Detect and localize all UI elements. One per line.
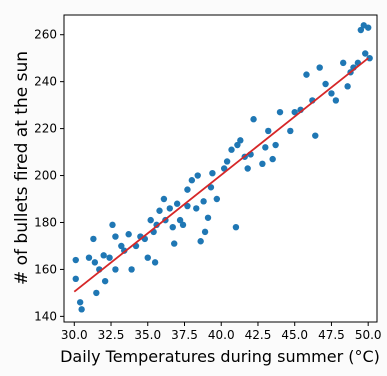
scatter-point xyxy=(112,266,119,273)
scatter-point xyxy=(171,240,178,247)
x-tick-label: 47.5 xyxy=(318,328,345,342)
scatter-point xyxy=(209,169,216,177)
regression-line xyxy=(73,57,369,293)
scatter-point xyxy=(276,108,284,116)
scatter-point xyxy=(357,26,365,34)
y-tick-label: 140 xyxy=(34,309,57,323)
scatter-point xyxy=(156,207,163,214)
scatter-point xyxy=(316,64,323,71)
scatter-point xyxy=(173,200,181,207)
scatter-point xyxy=(72,256,79,264)
scatter-point xyxy=(147,216,154,224)
scatter-point xyxy=(194,172,201,179)
scatter-point xyxy=(250,116,257,123)
scatter-point xyxy=(193,205,200,212)
scatter-point xyxy=(90,235,97,243)
x-tick-label: 30.0 xyxy=(61,328,88,342)
scatter-point xyxy=(151,259,159,266)
scatter-point xyxy=(291,108,298,116)
plot-frame xyxy=(63,14,378,323)
x-tick-label: 50.0 xyxy=(355,328,382,342)
scatter-point xyxy=(153,221,160,229)
scatter-point xyxy=(362,50,369,57)
scatter-point xyxy=(232,223,240,231)
fit-line-layer xyxy=(73,57,369,293)
scatter-point xyxy=(272,141,279,149)
x-tick-label: 40.0 xyxy=(208,328,235,342)
scatter-point xyxy=(100,252,107,259)
scatter-point xyxy=(312,132,319,139)
scatter-point xyxy=(118,242,125,250)
scatter-point xyxy=(166,205,174,212)
scatter-point xyxy=(204,214,212,221)
scatter-point xyxy=(237,137,244,144)
scatter-point xyxy=(344,83,351,90)
scatter-point xyxy=(188,177,196,184)
scatter-point xyxy=(76,299,84,306)
x-tick-label: 45.0 xyxy=(281,328,308,342)
x-axis-label: Daily Temperatures during summer (°C) xyxy=(60,347,380,366)
y-tick-label: 200 xyxy=(34,169,57,183)
y-tick-label: 180 xyxy=(34,215,57,229)
scatter-point xyxy=(112,233,119,240)
scatter-point xyxy=(201,228,209,236)
scatter-point xyxy=(78,306,85,313)
y-axis-label: # of bullets fired at the sun xyxy=(12,51,32,285)
scatter-point xyxy=(106,254,113,261)
scatter-point xyxy=(303,71,310,78)
scatter-point xyxy=(169,223,176,231)
scatter-point xyxy=(234,141,241,149)
y-tick-label: 220 xyxy=(34,122,57,136)
scatter-point xyxy=(366,54,373,62)
scatter-point xyxy=(128,266,135,273)
scatter-point xyxy=(184,202,191,210)
scatter-point xyxy=(184,186,191,193)
scatter-point xyxy=(287,127,294,135)
scatter-point xyxy=(93,289,100,297)
scatter-point xyxy=(364,24,372,31)
x-tick-label: 37.5 xyxy=(171,328,198,342)
scatter-point xyxy=(200,198,207,205)
scatter-point xyxy=(332,97,340,104)
scatter-point xyxy=(125,231,132,238)
y-tick-label: 160 xyxy=(34,262,57,276)
scatter-point xyxy=(269,155,276,163)
axes-layer: 30.0 32.5 35.0 37.5 40.0 42.5 45.0 47.5 50.0 140 1… xyxy=(34,28,381,342)
scatter-point xyxy=(265,127,272,135)
scatter-point xyxy=(101,277,109,285)
scatter-point xyxy=(340,59,347,67)
scatter-point xyxy=(259,160,266,168)
scatter-point xyxy=(322,80,329,88)
y-tick-label: 240 xyxy=(34,75,57,89)
plot-background xyxy=(64,15,377,322)
scatter-point xyxy=(213,195,221,203)
scatter-point xyxy=(160,195,168,203)
scatter-point xyxy=(91,259,99,266)
points-layer xyxy=(72,22,373,313)
scatter-point xyxy=(85,254,93,261)
scatter-point xyxy=(244,165,251,172)
scatter-point xyxy=(197,238,204,245)
scatter-point xyxy=(328,90,335,97)
scatter-point xyxy=(228,146,235,153)
x-tick-label: 32.5 xyxy=(98,328,125,342)
scatter-point xyxy=(220,165,228,172)
scatter-point xyxy=(223,158,231,165)
scatter-point xyxy=(176,216,184,224)
scatter-point xyxy=(72,275,79,283)
scatter-point xyxy=(144,254,151,261)
scatter-point xyxy=(179,221,187,229)
y-tick-label: 260 xyxy=(34,28,57,42)
scatter-point xyxy=(109,221,116,229)
scatter-point xyxy=(207,184,215,191)
scatter-point xyxy=(262,144,269,151)
x-tick-label: 35.0 xyxy=(134,328,161,342)
x-tick-label: 42.5 xyxy=(245,328,272,342)
